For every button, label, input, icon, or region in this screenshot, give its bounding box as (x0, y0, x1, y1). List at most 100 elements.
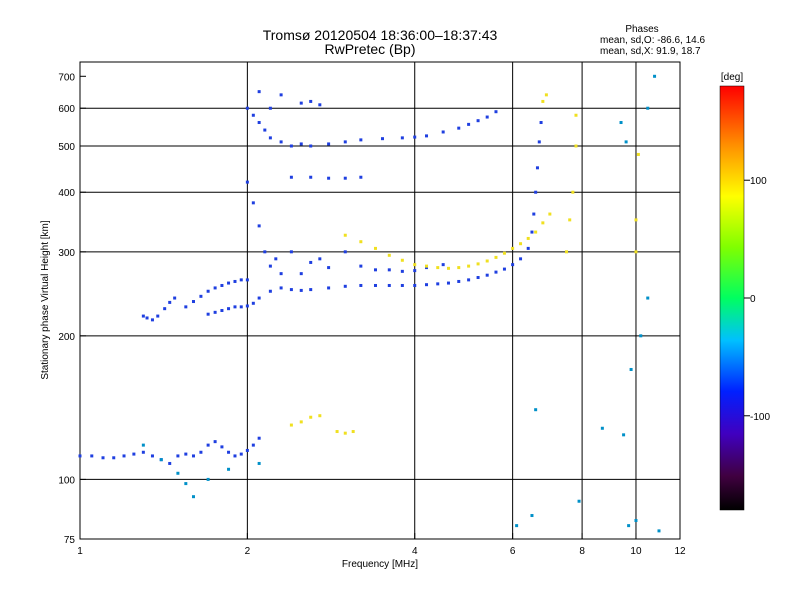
data-point (206, 443, 210, 447)
data-point (535, 166, 539, 170)
data-point (309, 99, 313, 103)
data-point (233, 279, 237, 283)
data-point (436, 266, 440, 270)
data-point (141, 314, 145, 318)
data-point (400, 283, 404, 287)
data-point (251, 113, 255, 117)
data-point (532, 212, 536, 216)
data-point (279, 93, 283, 97)
data-point (476, 119, 480, 123)
data-point (574, 144, 578, 148)
data-point (441, 263, 445, 267)
data-point (327, 142, 331, 146)
data-point (571, 190, 575, 194)
data-point (220, 283, 224, 287)
data-point (289, 175, 293, 179)
data-point (199, 450, 203, 454)
x-tick-label: 8 (579, 546, 585, 557)
data-point (387, 268, 391, 272)
data-point (251, 301, 255, 305)
data-point (485, 115, 489, 119)
data-point (343, 431, 347, 435)
colorbar-ticks: 100 0 -100 (744, 176, 770, 423)
y-axis-ticks: 75 100 200 300 400 500 600 700 (58, 72, 86, 546)
data-point (494, 255, 498, 259)
data-point (318, 103, 322, 107)
data-point (279, 140, 283, 144)
data-point (213, 310, 217, 314)
data-point (184, 482, 188, 486)
data-point (279, 272, 283, 276)
data-point (257, 461, 261, 465)
data-point (122, 454, 126, 458)
data-point (537, 140, 541, 144)
data-point (251, 201, 255, 205)
data-point (413, 135, 417, 139)
data-point (619, 121, 623, 125)
data-point (530, 230, 534, 234)
data-point (413, 269, 417, 273)
data-point (227, 450, 231, 454)
data-point (176, 471, 180, 475)
data-point (646, 106, 650, 110)
data-point (268, 264, 272, 268)
y-tick-label: 200 (58, 332, 75, 343)
data-point (343, 233, 347, 237)
colorbar-unit-label: [deg] (721, 72, 743, 83)
x-axis-ticks: 1 2 4 6 8 10 12 (77, 533, 686, 557)
data-point (268, 136, 272, 140)
data-point (343, 250, 347, 254)
data-point (636, 152, 640, 156)
x-tick-label: 10 (630, 546, 642, 557)
data-point (622, 433, 626, 437)
data-point (268, 106, 272, 110)
data-point (526, 246, 530, 250)
data-point (90, 454, 94, 458)
data-point (502, 267, 506, 271)
data-point (245, 106, 249, 110)
y-tick-label: 700 (58, 72, 75, 83)
data-point (494, 270, 498, 274)
data-point (544, 93, 548, 97)
y-axis-label: Stationary phase Virtual Height [km] (40, 220, 51, 380)
data-point (132, 452, 136, 456)
data-point (176, 454, 180, 458)
data-point (343, 284, 347, 288)
data-point (168, 300, 172, 304)
data-point (251, 443, 255, 447)
data-point (568, 218, 572, 222)
data-point (78, 454, 82, 458)
data-point (227, 281, 231, 285)
data-point (519, 257, 523, 261)
data-point (318, 257, 322, 261)
data-point (156, 314, 160, 318)
data-point (289, 423, 293, 427)
data-point (657, 529, 661, 533)
y-tick-label: 400 (58, 188, 75, 199)
data-point (574, 113, 578, 117)
data-point (653, 74, 657, 78)
data-point (629, 367, 633, 371)
data-point (299, 101, 303, 105)
data-point (220, 308, 224, 312)
data-point (359, 283, 363, 287)
data-point (191, 300, 195, 304)
data-point (457, 126, 461, 130)
data-point (534, 230, 538, 234)
plot-area (79, 61, 681, 540)
data-point (299, 288, 303, 292)
data-point (387, 283, 391, 287)
data-point (289, 288, 293, 292)
data-point (400, 136, 404, 140)
data-point (373, 283, 377, 287)
colorbar-tick-label: 0 (750, 294, 756, 305)
data-point (511, 263, 515, 267)
data-point (476, 262, 480, 266)
data-point (502, 251, 506, 255)
data-point (233, 454, 237, 458)
data-point (141, 443, 145, 447)
data-point (245, 180, 249, 184)
data-point (173, 296, 177, 300)
data-point (150, 454, 154, 458)
data-point (257, 90, 261, 94)
